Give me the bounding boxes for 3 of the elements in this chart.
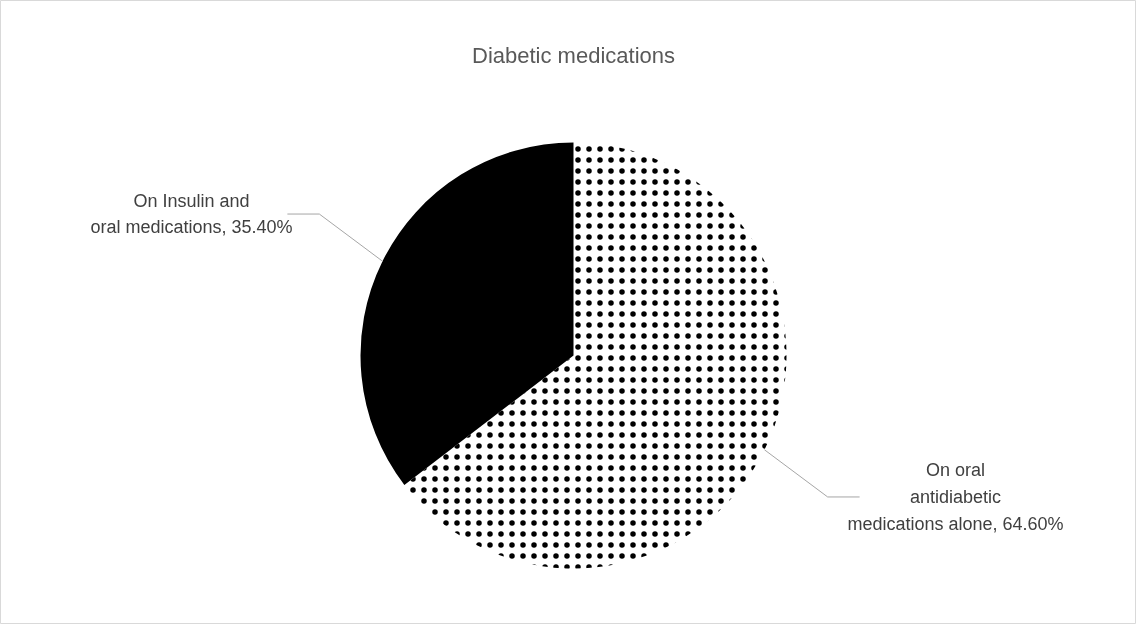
- slice-label: On Insulin and oral medications, 35.40%: [90, 190, 293, 238]
- chart-title: Diabetic medications: [472, 43, 675, 68]
- slice-label: On oral antidiabetic medications alone, 64.60%: [847, 460, 1064, 534]
